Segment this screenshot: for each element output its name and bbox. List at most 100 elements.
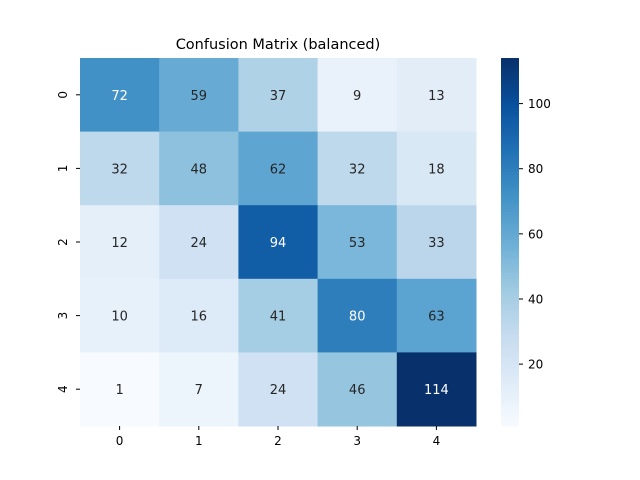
- cell-value-label: 33: [428, 236, 445, 251]
- heatmap-cell: [159, 205, 239, 280]
- colorbar-segment: [501, 235, 519, 240]
- colorbar-segment: [501, 143, 519, 148]
- colorbar-segment: [501, 281, 519, 286]
- colorbar-segment: [501, 94, 519, 99]
- colorbar-segment: [501, 137, 519, 142]
- colorbar-segment: [501, 275, 519, 280]
- colorbar-segment: [501, 91, 519, 96]
- y-axis: 0 1 2 3 4: [56, 91, 80, 393]
- colorbar-segment: [501, 278, 519, 283]
- x-tick-label: 0: [116, 434, 124, 448]
- heatmap-cell: [238, 58, 319, 133]
- colorbar-segment: [501, 165, 519, 169]
- colorbar-segment: [501, 291, 519, 295]
- y-tick-label: 2: [56, 238, 70, 246]
- colorbar-segment: [501, 97, 519, 102]
- colorbar-segment: [501, 61, 519, 65]
- colorbar-segment: [501, 352, 519, 357]
- colorbar-segment: [501, 211, 519, 215]
- colorbar-segment: [501, 315, 519, 320]
- x-tick-label: 3: [353, 434, 361, 448]
- colorbar-segment: [501, 297, 519, 301]
- colorbar-segment: [501, 113, 519, 117]
- cell-value-label: 24: [270, 383, 287, 398]
- colorbar-segment: [501, 70, 519, 74]
- colorbar-segment: [501, 64, 519, 68]
- colorbar-segment: [501, 401, 519, 406]
- colorbar-segment: [501, 192, 519, 197]
- colorbar-segment: [501, 174, 519, 179]
- colorbar-tick-label: 100: [528, 97, 551, 111]
- colorbar-segment: [501, 226, 519, 231]
- colorbar-segment: [501, 373, 519, 378]
- heatmap-cell: [396, 278, 477, 353]
- colorbar-segment: [501, 116, 519, 120]
- colorbar-segment: [501, 79, 519, 84]
- colorbar-tick-label: 40: [528, 292, 543, 306]
- colorbar-segment: [501, 346, 519, 350]
- colorbar-segment: [501, 107, 519, 111]
- y-tick-label: 4: [56, 385, 70, 393]
- colorbar-segment: [501, 186, 519, 191]
- heatmap-cell: [317, 205, 398, 280]
- colorbar-segment: [501, 58, 519, 62]
- colorbar-segment: [501, 67, 519, 71]
- heatmap-cell: [317, 278, 398, 353]
- colorbar-segment: [501, 134, 519, 139]
- cell-value-label: 59: [191, 89, 208, 104]
- colorbar-segment: [501, 367, 519, 372]
- colorbar-segment: [501, 85, 519, 90]
- colorbar-segment: [501, 73, 519, 77]
- colorbar-segment: [501, 245, 519, 249]
- colorbar-segment: [501, 153, 519, 157]
- cell-value-label: 41: [270, 310, 287, 325]
- heatmap-cell: [317, 352, 398, 427]
- heatmap-cell: [317, 131, 398, 206]
- colorbar-segment: [501, 177, 519, 182]
- colorbar-segment: [501, 260, 519, 265]
- colorbar-segment: [501, 257, 519, 261]
- colorbar-segment: [501, 159, 519, 163]
- heatmap-cell: [80, 58, 160, 133]
- cell-value-label: 1: [115, 383, 123, 398]
- colorbar-segment: [501, 386, 519, 390]
- y-tick-label: 1: [56, 165, 70, 173]
- colorbar-segment: [501, 334, 519, 338]
- colorbar-segment: [501, 380, 519, 384]
- heatmap-cell: [80, 278, 160, 353]
- cell-value-label: 32: [349, 162, 366, 177]
- cell-value-label: 53: [349, 236, 366, 251]
- x-axis: 0 1 2 3 4: [116, 426, 440, 448]
- colorbar-segment: [501, 196, 519, 200]
- colorbar-segment: [501, 254, 519, 258]
- colorbar-segment: [501, 208, 519, 212]
- colorbar-tick-label: 20: [528, 358, 543, 372]
- colorbar-segment: [501, 122, 519, 127]
- colorbar-segment: [501, 199, 519, 203]
- cell-value-label: 63: [428, 310, 445, 325]
- colorbar-segment: [501, 214, 519, 219]
- colorbar-segment: [501, 156, 519, 160]
- colorbar-segment: [501, 327, 519, 332]
- cell-value-label: 72: [111, 89, 128, 104]
- colorbar-segment: [501, 343, 519, 347]
- colorbar-segment: [501, 223, 519, 228]
- colorbar-segment: [501, 82, 519, 87]
- cell-value-label: 12: [111, 236, 128, 251]
- colorbar-segment: [501, 220, 519, 225]
- colorbar-segment: [501, 324, 519, 329]
- colorbar-segment: [501, 413, 519, 418]
- cell-value-label: 80: [349, 310, 366, 325]
- cell-value-label: 46: [349, 383, 366, 398]
- colorbar-segment: [501, 355, 519, 360]
- cell-value-label: 10: [111, 310, 128, 325]
- colorbar-segment: [501, 312, 519, 317]
- colorbar-segment: [501, 370, 519, 375]
- heatmap-cell: [317, 58, 398, 133]
- colorbar-segment: [501, 100, 519, 105]
- colorbar-segment: [501, 321, 519, 326]
- colorbar-segment: [501, 104, 519, 108]
- cell-value-label: 94: [270, 236, 287, 251]
- colorbar-segment: [501, 303, 519, 307]
- cell-value-label: 16: [191, 310, 208, 325]
